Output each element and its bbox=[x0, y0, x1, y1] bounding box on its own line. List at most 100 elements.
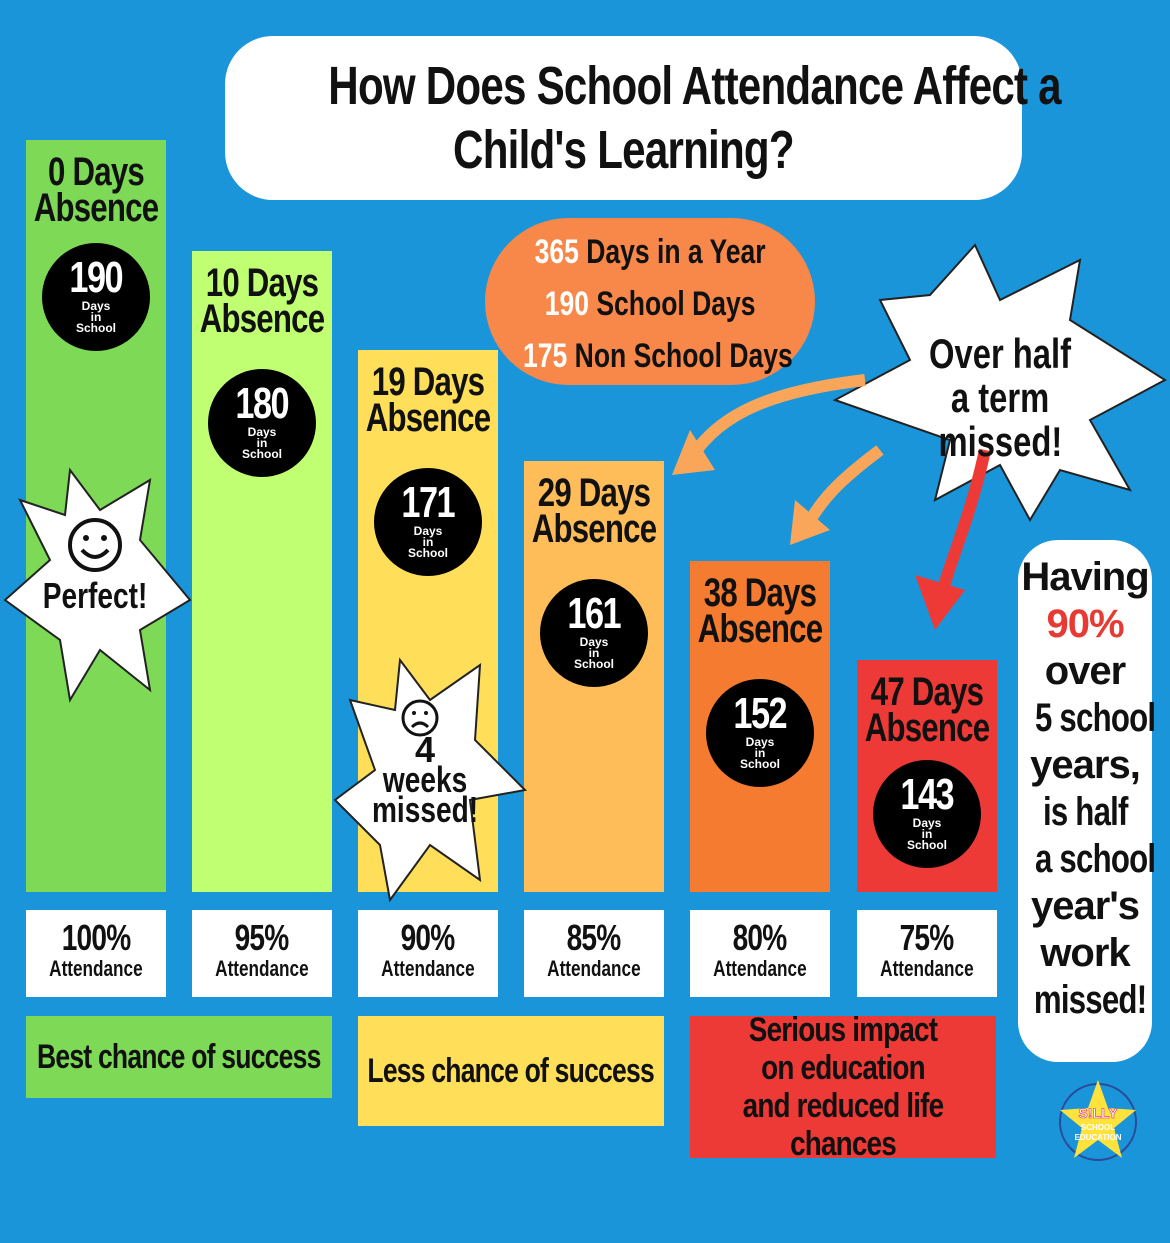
weeks-callout: 4 weeks missed! bbox=[350, 729, 500, 830]
side-line: 5 school bbox=[1034, 696, 1156, 740]
badge-sub: in bbox=[588, 646, 600, 661]
side-line: missed! bbox=[1033, 978, 1147, 1022]
half-term-line: Over half bbox=[928, 330, 1072, 377]
svg-text:EDUCATION: EDUCATION bbox=[1075, 1133, 1122, 1142]
attendance-text: Attendance bbox=[547, 956, 641, 981]
attendance-label: 75% Attendance bbox=[857, 910, 997, 997]
side-note: Having 90% over 5 school years, is half … bbox=[1018, 540, 1156, 1062]
outcome-less-text: Less chance of success bbox=[367, 1052, 655, 1090]
svg-text:SCHOOL: SCHOOL bbox=[1081, 1123, 1115, 1132]
bar-75pct: 47 Days Absence 143 Days in School bbox=[857, 660, 997, 892]
outcome-serious: Serious impact on education and reduced … bbox=[690, 1011, 996, 1163]
weeks-line: weeks bbox=[382, 759, 468, 800]
attendance-pct: 85% bbox=[567, 917, 622, 958]
arrow-to-85-icon bbox=[799, 445, 884, 533]
attendance-label: 95% Attendance bbox=[192, 910, 332, 997]
attendance-pct: 80% bbox=[733, 917, 788, 958]
badge-sub: in bbox=[256, 435, 268, 450]
logo: S!LLY SCHOOL EDUCATION bbox=[1059, 1080, 1137, 1161]
outcome-best-text: Best chance of success bbox=[37, 1038, 321, 1076]
school-days-text: School Days bbox=[596, 285, 756, 323]
days-in-school-badge: 180 Days in School bbox=[208, 368, 316, 477]
attendance-text: Attendance bbox=[381, 956, 475, 981]
badge-sub: in bbox=[422, 535, 434, 550]
attendance-text: Attendance bbox=[713, 956, 807, 981]
half-term-starburst-icon bbox=[832, 243, 1167, 523]
badge-sub: School bbox=[407, 546, 448, 561]
weeks-line: missed! bbox=[371, 789, 479, 830]
badge-sub: in bbox=[754, 745, 766, 760]
svg-text:S!LLY: S!LLY bbox=[1078, 1105, 1118, 1121]
attendance-pct: 100% bbox=[61, 917, 131, 958]
badge-sub: Days bbox=[413, 524, 443, 539]
badge-sub: School bbox=[573, 657, 614, 672]
year-days-num: 365 bbox=[534, 233, 579, 271]
half-term-line: a term bbox=[950, 374, 1050, 421]
weeks-line: 4 bbox=[414, 729, 436, 770]
side-line: years, bbox=[1030, 743, 1141, 787]
badge-sub: Days bbox=[745, 734, 775, 749]
badge-sub: in bbox=[90, 310, 102, 324]
non-school-days-text: Non School Days bbox=[574, 337, 793, 375]
days-in-school-value: 152 bbox=[733, 688, 788, 738]
days-in-school-badge: 171 Days in School bbox=[374, 468, 482, 577]
badge-sub: Days bbox=[247, 424, 277, 439]
badge-sub: School bbox=[75, 321, 116, 335]
absence-label: 47 Days Absence bbox=[864, 670, 990, 751]
attendance-label: 100% Attendance bbox=[26, 910, 166, 997]
outcome-less: Less chance of success bbox=[358, 1016, 664, 1126]
smiley-face-icon bbox=[68, 518, 122, 572]
year-info-oval: 365 Days in a Year 190 School Days 175 N… bbox=[485, 218, 815, 385]
year-days-text: Days in a Year bbox=[586, 233, 766, 271]
outcome-best: Best chance of success bbox=[26, 1016, 332, 1098]
attendance-pct: 75% bbox=[900, 917, 955, 958]
badge-sub: School bbox=[906, 838, 947, 853]
days-in-school-value: 143 bbox=[900, 770, 955, 820]
attendance-text: Attendance bbox=[880, 956, 974, 981]
absence-label: 10 Days Absence bbox=[199, 260, 325, 341]
absence-label: 19 Days Absence bbox=[365, 360, 491, 441]
badge-sub: School bbox=[739, 756, 780, 771]
side-line: over bbox=[1044, 649, 1127, 693]
absence-label: 29 Days Absence bbox=[531, 471, 657, 552]
attendance-text: Attendance bbox=[215, 956, 309, 981]
perfect-text: Perfect! bbox=[42, 575, 148, 616]
title-line-1: How Does School Attendance Affect a bbox=[328, 56, 1061, 116]
days-in-school-badge: 152 Days in School bbox=[706, 678, 814, 787]
days-in-school-badge: 143 Days in School bbox=[873, 760, 981, 869]
non-school-days-num: 175 bbox=[523, 337, 568, 375]
days-in-school-value: 171 bbox=[401, 478, 456, 528]
badge-sub: Days bbox=[912, 816, 942, 831]
page-title: How Does School Attendance Affect a Chil… bbox=[225, 36, 1062, 200]
perfect-starburst-icon bbox=[3, 467, 192, 703]
absence-label: 38 Days Absence bbox=[697, 570, 823, 651]
attendance-pct: 95% bbox=[235, 917, 290, 958]
days-in-school-value: 190 bbox=[69, 253, 124, 302]
perfect-callout: Perfect! bbox=[10, 575, 180, 617]
days-in-school-value: 161 bbox=[567, 589, 622, 639]
attendance-label: 90% Attendance bbox=[358, 910, 498, 997]
badge-sub: Days bbox=[579, 635, 609, 650]
half-term-line: missed! bbox=[938, 418, 1062, 465]
attendance-label: 80% Attendance bbox=[690, 910, 830, 997]
attendance-text: Attendance bbox=[49, 956, 143, 981]
absence-label: 0 Days Absence bbox=[33, 150, 159, 230]
attendance-label: 85% Attendance bbox=[524, 910, 664, 997]
outcome-serious-text: Serious impact on education and reduced … bbox=[742, 1011, 945, 1163]
side-line: a school bbox=[1034, 837, 1156, 881]
school-days-num: 190 bbox=[544, 285, 589, 323]
arrow-to-90-icon bbox=[684, 374, 866, 464]
days-in-school-badge: 190 Days in School bbox=[42, 243, 150, 351]
title-line-2: Child's Learning? bbox=[453, 120, 795, 180]
badge-sub: Days bbox=[81, 299, 111, 313]
weeks-missed-starburst-icon bbox=[333, 657, 528, 903]
sad-face-icon bbox=[401, 699, 439, 737]
badge-sub: School bbox=[241, 446, 282, 461]
side-line: year's bbox=[1030, 884, 1140, 928]
attendance-pct: 90% bbox=[401, 917, 456, 958]
half-term-callout: Over half a term missed! bbox=[900, 332, 1100, 464]
days-in-school-badge: 161 Days in School bbox=[540, 579, 648, 688]
bar-80pct: 38 Days Absence 152 Days in School bbox=[690, 560, 830, 892]
side-line: is half bbox=[1042, 790, 1128, 834]
